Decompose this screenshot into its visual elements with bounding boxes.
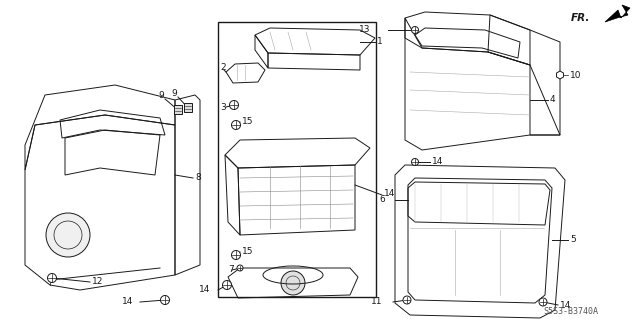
Circle shape [230,100,239,109]
Text: 14: 14 [122,298,133,307]
Bar [174,105,182,114]
Text: 9: 9 [171,88,177,98]
Text: 14: 14 [432,158,444,167]
Text: S5S3-B3740A: S5S3-B3740A [543,308,598,316]
Circle shape [281,271,305,295]
Circle shape [412,159,419,166]
Polygon shape [557,71,563,79]
Text: 14: 14 [198,286,210,294]
Text: 4: 4 [550,95,556,105]
Text: 7: 7 [228,265,234,275]
Circle shape [403,296,411,304]
Text: 10: 10 [570,70,582,79]
Circle shape [47,273,56,283]
Text: 15: 15 [242,117,253,127]
Bar [184,103,192,112]
Polygon shape [605,5,630,22]
Text: FR.: FR. [571,13,590,23]
Text: 2: 2 [220,63,226,72]
Bar [218,22,376,297]
Circle shape [539,298,547,306]
Text: 12: 12 [92,278,104,286]
Text: 3: 3 [220,102,226,112]
Circle shape [237,265,243,271]
Circle shape [232,250,241,259]
Circle shape [46,213,90,257]
Text: 9: 9 [158,92,164,100]
Text: 1: 1 [377,38,383,47]
Circle shape [412,26,419,33]
Text: 6: 6 [380,196,385,204]
Circle shape [232,121,241,130]
Circle shape [161,295,170,305]
Text: 15: 15 [242,248,253,256]
Text: 5: 5 [570,235,576,244]
Text: 11: 11 [371,298,382,307]
Text: 13: 13 [358,26,370,34]
Text: 8: 8 [195,174,201,182]
Circle shape [223,280,232,290]
Text: 14: 14 [560,300,572,309]
Text: 14: 14 [384,189,396,197]
